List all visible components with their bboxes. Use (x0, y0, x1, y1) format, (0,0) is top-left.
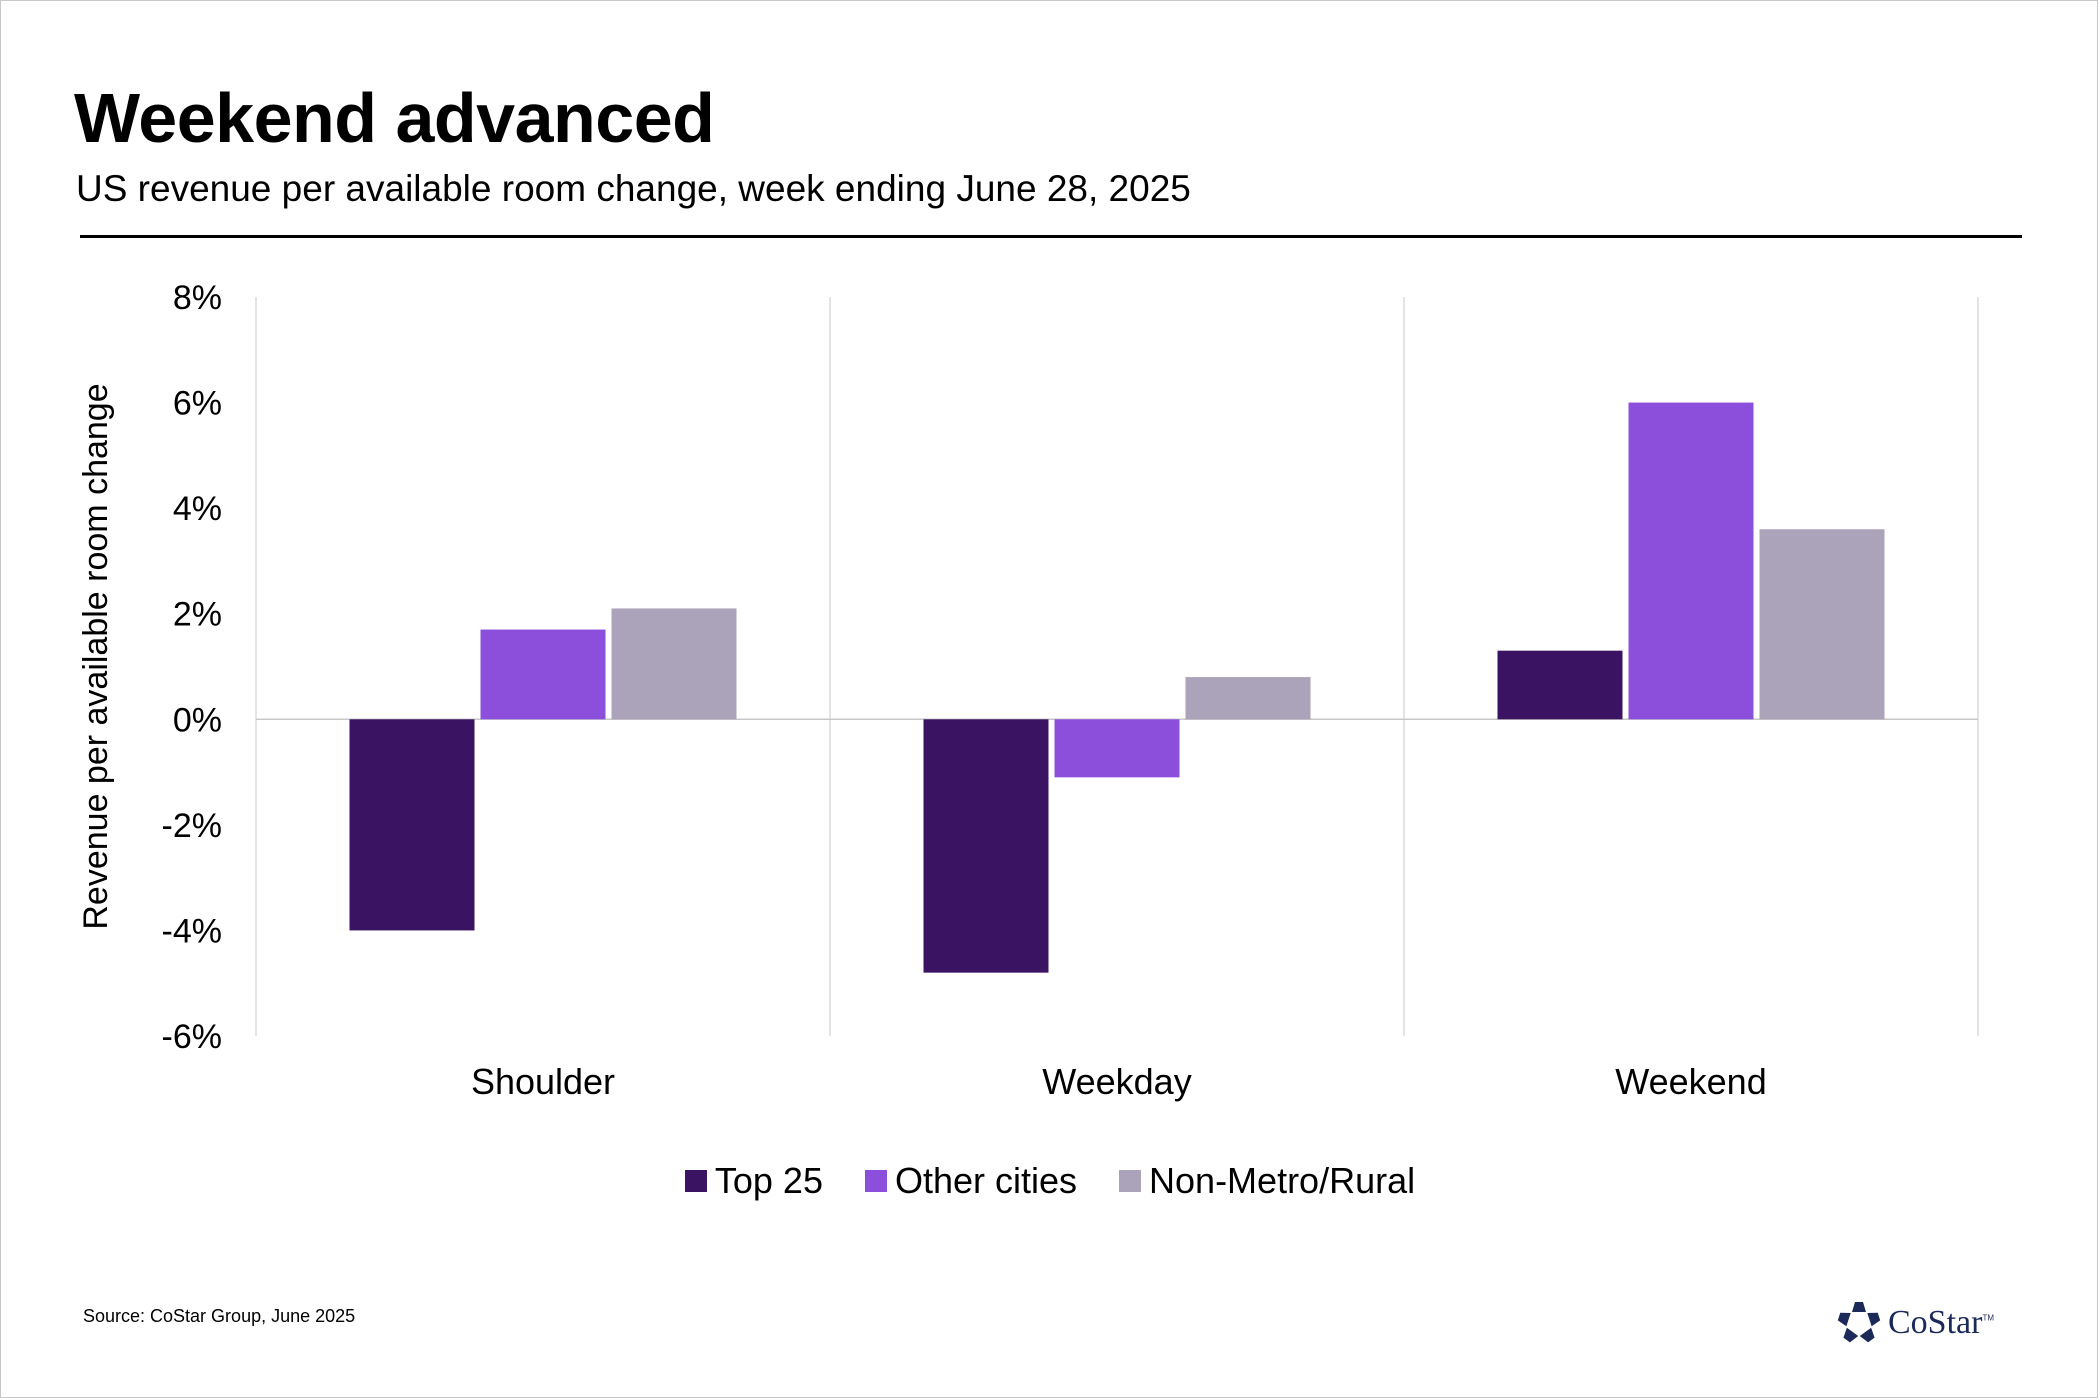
legend-swatch (684, 1170, 707, 1192)
source-note: Source: CoStar Group, June 2025 (83, 1306, 356, 1326)
costar-logo: CoStarTM (1836, 1300, 1994, 1346)
legend-label: Top 25 (714, 1160, 823, 1201)
logo-text: CoStar (1888, 1304, 1983, 1341)
y-tick-label: 4% (173, 490, 222, 528)
bar-weekend-2 (1759, 529, 1885, 720)
bar-weekend-1 (1628, 402, 1754, 720)
bar-weekday-1 (1054, 719, 1180, 778)
x-tick-label: Weekend (1615, 1061, 1766, 1102)
bar-shoulder-1 (480, 629, 606, 720)
bar-weekday-0 (923, 719, 1049, 973)
bar-shoulder-2 (611, 608, 737, 720)
x-tick-label: Shoulder (471, 1061, 615, 1102)
legend-swatch (864, 1170, 887, 1192)
logo-tm: TM (1982, 1313, 1995, 1323)
legend-label: Non-Metro/Rural (1149, 1160, 1416, 1201)
y-tick-label: 2% (173, 596, 222, 634)
y-tick-label: 0% (173, 701, 222, 739)
chart-subtitle: US revenue per available room change, we… (76, 168, 1191, 209)
logo-wordmark: CoStarTM (1888, 1304, 1994, 1342)
costar-star-icon (1837, 1302, 1881, 1343)
x-tick-label: Weekday (1042, 1061, 1191, 1102)
legend: Top 25 Other cities Non-Metro/Rural (0, 1160, 2100, 1202)
legend-item: Non-Metro/Rural (1119, 1160, 1415, 1202)
y-tick-label: 6% (173, 385, 222, 423)
legend-item: Top 25 (684, 1160, 823, 1202)
y-axis-label: Revenue per available room change (77, 383, 115, 929)
bar-shoulder-0 (349, 719, 475, 931)
title-divider (80, 235, 2022, 238)
y-tick-label: 8% (173, 279, 222, 317)
legend-item: Other cities (864, 1160, 1078, 1202)
y-tick-label: -4% (162, 912, 222, 950)
legend-swatch (1119, 1170, 1142, 1192)
y-tick-label: -6% (162, 1018, 222, 1056)
chart-title: Weekend advanced (74, 79, 715, 157)
legend-label: Other cities (894, 1160, 1078, 1201)
y-tick-label: -2% (162, 807, 222, 845)
bar-weekday-2 (1185, 677, 1311, 720)
bar-weekend-0 (1497, 650, 1623, 720)
